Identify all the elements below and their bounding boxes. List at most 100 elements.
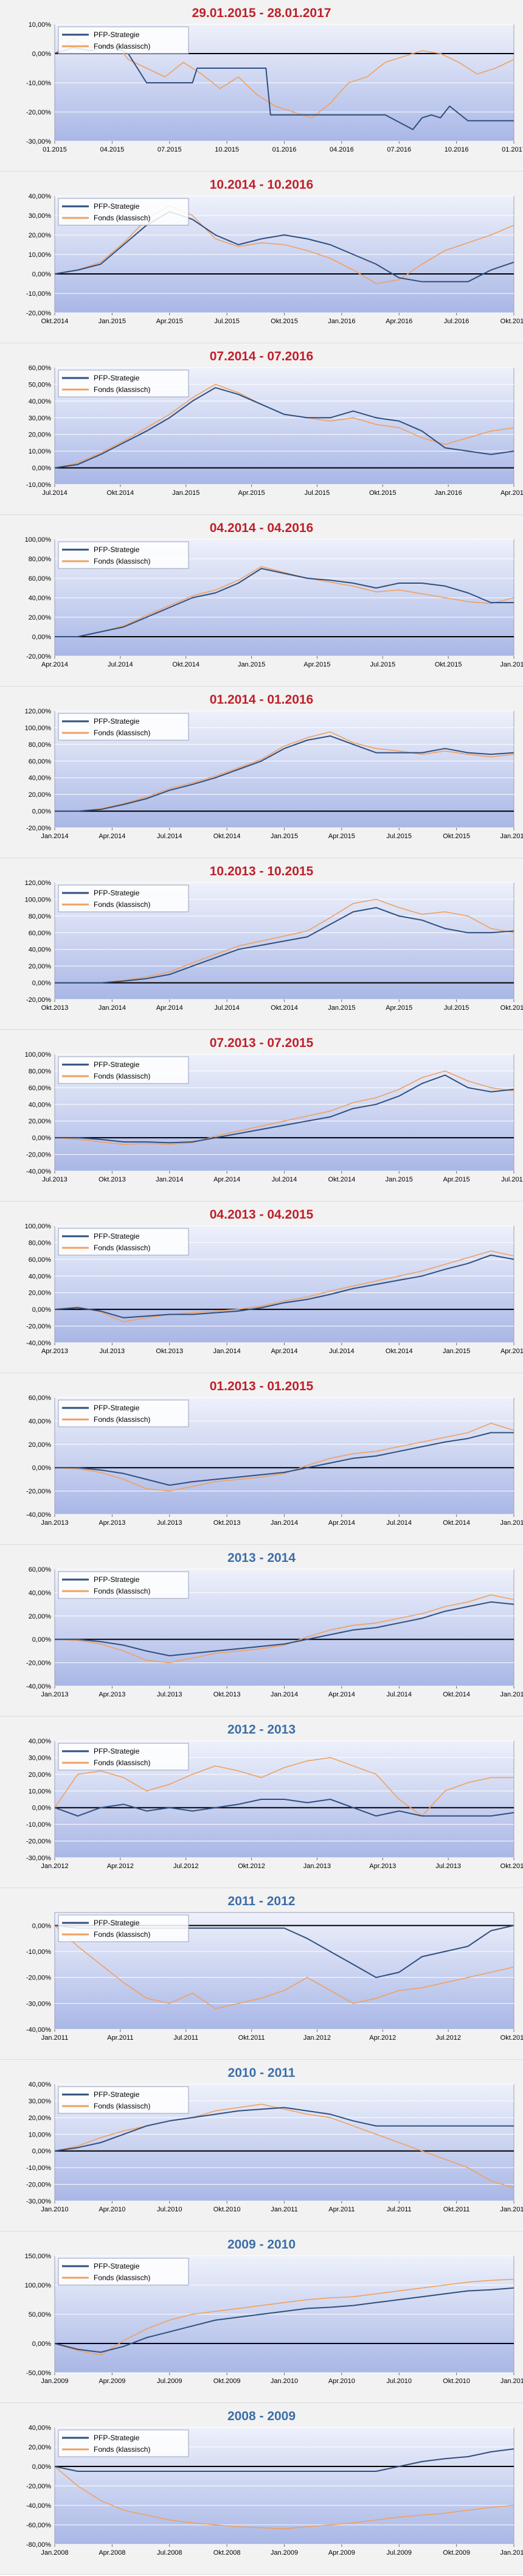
- x-tick-label: 07.2015: [158, 146, 182, 153]
- x-tick-label: Jan.2016: [435, 489, 462, 497]
- y-tick-label: -40,00%: [26, 1683, 51, 1690]
- chart-panel-13: 2009 - 2010 150,00% 100,00% 50,00% 0,00% -50,…: [0, 2231, 523, 2403]
- series-line-strategy: [55, 1432, 514, 1486]
- x-tick-label: Apr.2009: [99, 2378, 125, 2385]
- chart-title: 01.2014 - 01.2016: [209, 693, 314, 707]
- y-tick-label: 120,00%: [25, 880, 52, 887]
- chart-panel-3: 04.2014 - 04.2016 100,00% 80,00% 60,00% 40,0…: [0, 515, 523, 687]
- x-tick-label: Apr.2014: [41, 661, 68, 668]
- chart-title: 2013 - 2014: [227, 1551, 296, 1565]
- series-line-fund: [55, 898, 514, 984]
- x-tick-label: Okt.2015: [500, 1004, 523, 1012]
- x-tick-label: Jul.2010: [157, 2206, 182, 2213]
- x-tick-label: 01.2017: [502, 146, 523, 153]
- y-tick-label: -10,00%: [26, 1821, 51, 1829]
- y-tick-label: 150,00%: [25, 2253, 52, 2260]
- y-tick-label: 80,00%: [29, 913, 52, 920]
- legend-label: PFP-Strategie: [94, 2090, 140, 2099]
- legend-label: Fonds (klassisch): [94, 2102, 150, 2110]
- x-tick-label: Jan.2015: [328, 1004, 355, 1012]
- x-tick-label: Jul.2015: [305, 489, 330, 497]
- series-line-fund: [54, 2104, 514, 2188]
- x-tick-label: Jan.2015: [500, 1691, 523, 1698]
- legend: PFP-Strategie Fonds (klassisch): [58, 2429, 189, 2457]
- y-tick-label: 100,00%: [25, 1223, 52, 1230]
- x-tick-label: Okt.2014: [107, 489, 134, 497]
- y-tick-label: 60,00%: [29, 1256, 52, 1264]
- legend-label: Fonds (klassisch): [94, 42, 150, 51]
- x-tick-label: Jul.2013: [435, 1863, 461, 1870]
- y-tick-label: -80,00%: [26, 2541, 51, 2549]
- x-tick-label: Okt.2013: [156, 1348, 183, 1355]
- x-tick-label: Jul.2014: [214, 1004, 240, 1012]
- chart-svg: 60,00%40,00%20,00%0,00%-20,00%-40,00%Jan…: [26, 1395, 523, 1527]
- y-tick-label: 40,00%: [29, 775, 52, 782]
- legend-label: Fonds (klassisch): [94, 214, 150, 222]
- series-line-strategy: [54, 1255, 514, 1318]
- chart-svg: 100,00% 80,00% 60,00% 40,00% 20,00% 0,00% -20,…: [25, 1051, 523, 1183]
- y-tick-label: 100,00%: [25, 896, 52, 903]
- y-tick-label: -30,00%: [26, 2000, 51, 2007]
- chart-svg: 0,00%-10,00%-20,00%-30,00%-40,00%Jan.201…: [26, 1912, 523, 2042]
- x-tick-label: 04.2015: [100, 146, 124, 153]
- y-tick-label: -20,00%: [26, 2182, 51, 2189]
- y-tick-label: 0,00%: [32, 1805, 51, 1812]
- x-tick-label: Jul.2014: [272, 1176, 297, 1183]
- y-tick-label: 80,00%: [29, 741, 52, 749]
- x-tick-label: Jul.2013: [157, 1691, 182, 1698]
- chart-title: 10.2013 - 10.2015: [209, 864, 314, 878]
- x-tick-label: Okt.2014: [443, 1691, 470, 1698]
- y-tick-label: 80,00%: [29, 1239, 52, 1247]
- y-tick-label: 20,00%: [29, 2444, 52, 2451]
- chart-panel-8: 01.2013 - 01.2015 60,00% 40,00% 20,00% 0,00%…: [0, 1373, 523, 1545]
- x-tick-label: Jan.2015: [172, 489, 199, 497]
- series-line-fund: [54, 1070, 514, 1145]
- y-tick-label: 120,00%: [25, 708, 52, 715]
- x-tick-label: Okt.2010: [443, 2378, 470, 2385]
- y-tick-label: -20,00%: [26, 109, 51, 116]
- chart-svg: 120,00% 100,00% 80,00% 60,00% 40,00% 20,00% 0,…: [25, 708, 523, 840]
- series-line-strategy: [54, 387, 514, 469]
- series-line-strategy: [54, 211, 514, 282]
- legend-label: PFP-Strategie: [94, 1747, 140, 1755]
- legend-label: PFP-Strategie: [94, 30, 140, 39]
- x-tick-label: Jan.2016: [500, 661, 523, 668]
- x-tick-label: Apr.2014: [156, 1004, 183, 1012]
- y-tick-label: 60,00%: [29, 1395, 52, 1402]
- legend-box: [58, 1914, 189, 1942]
- x-tick-label: Jul.2014: [386, 1519, 412, 1527]
- y-tick-label: 40,00%: [29, 398, 52, 405]
- chart-title: 29.01.2015 - 28.01.2017: [192, 6, 331, 20]
- series-line-strategy: [55, 1074, 514, 1144]
- y-tick-label: 30,00%: [29, 2098, 52, 2105]
- y-tick-label: 60,00%: [29, 1566, 52, 1573]
- series-line-fund: [54, 2278, 514, 2356]
- y-tick-label: -30,00%: [26, 2198, 51, 2205]
- x-tick-label: Apr.2010: [99, 2206, 125, 2213]
- series-line-strategy: [55, 568, 514, 637]
- chart-panel-14: 2008 - 2009 40,00% 20,00% 0,00% -20,00% -40,0…: [0, 2403, 523, 2575]
- y-tick-label: 80,00%: [29, 556, 52, 563]
- x-tick-label: Jan.2014: [271, 1519, 298, 1527]
- y-tick-label: -20,00%: [26, 1152, 51, 1159]
- x-tick-label: Jan.2014: [99, 1004, 126, 1012]
- y-tick-label: -20,00%: [26, 2483, 51, 2490]
- y-tick-label: 30,00%: [29, 1754, 52, 1762]
- legend-box: [58, 2086, 189, 2114]
- legend: PFP-Strategie Fonds (klassisch): [58, 1399, 189, 1427]
- x-tick-label: Okt.2010: [213, 2206, 241, 2213]
- y-tick-label: -40,00%: [26, 2026, 51, 2034]
- x-tick-label: Jan.2015: [443, 1348, 470, 1355]
- y-tick-label: 0,00%: [32, 1465, 51, 1472]
- x-tick-label: Jul.2011: [387, 2206, 412, 2213]
- y-tick-label: 30,00%: [29, 212, 52, 220]
- legend-box: [58, 713, 189, 741]
- x-tick-label: Apr.2015: [386, 1004, 412, 1012]
- legend-label: PFP-Strategie: [94, 1060, 140, 1069]
- x-tick-label: Apr.2013: [41, 1348, 68, 1355]
- chart-svg: 120,00% 100,00% 80,00% 60,00% 40,00% 20,00% 0,…: [25, 880, 523, 1012]
- legend-box: [58, 198, 189, 226]
- x-tick-label: Jul.2011: [173, 2034, 198, 2042]
- x-tick-label: Okt.2014: [172, 661, 199, 668]
- x-tick-label: Okt.2015: [369, 489, 397, 497]
